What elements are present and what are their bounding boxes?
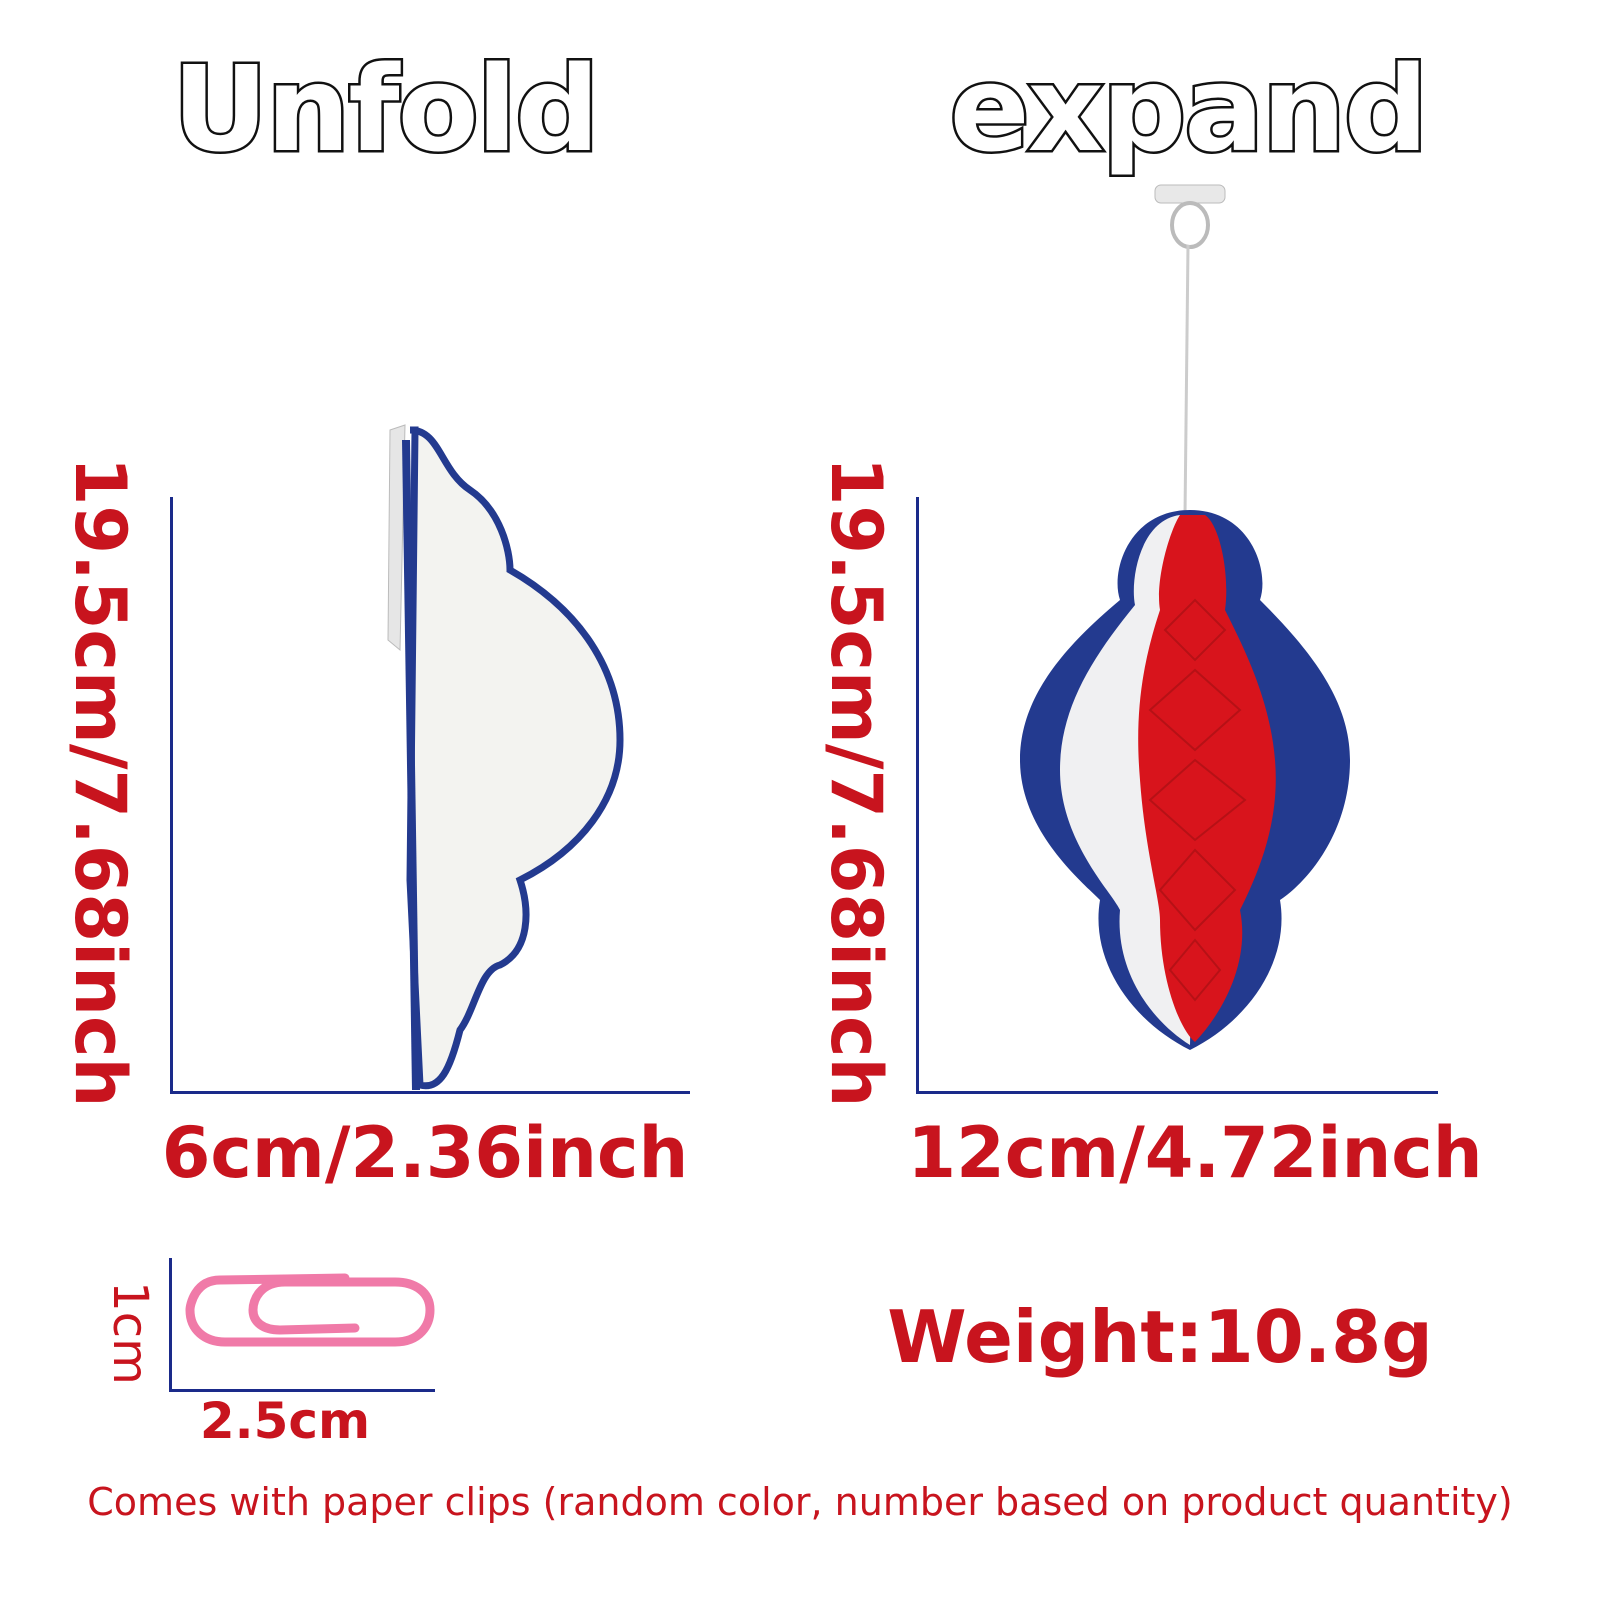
clip-width-label: 2.5cm (199, 1392, 371, 1450)
unfold-width-axis (170, 1091, 690, 1094)
unfold-width-label: 6cm/2.36inch (161, 1112, 689, 1194)
expand-title: expand (947, 38, 1431, 181)
expand-width-label: 12cm/4.72inch (907, 1112, 1483, 1194)
paper-clip-note: Comes with paper clips (random color, nu… (87, 1480, 1513, 1524)
expand-height-axis (916, 497, 919, 1094)
unfold-height-label: 19.5cm/7.68inch (59, 456, 141, 1108)
weight-label: Weight:10.8g (887, 1295, 1433, 1379)
clip-width-axis (169, 1389, 435, 1392)
paper-clip-image (185, 1273, 435, 1347)
clip-height-label: 1cm (102, 1281, 158, 1385)
expand-width-axis (916, 1091, 1438, 1094)
folded-decoration-image (387, 424, 624, 1090)
clip-height-axis (169, 1258, 172, 1391)
expanded-honeycomb-image (1020, 184, 1350, 1050)
expand-height-label: 19.5cm/7.68inch (815, 456, 897, 1108)
unfold-height-axis (170, 497, 173, 1094)
unfold-title: Unfold (170, 38, 602, 181)
